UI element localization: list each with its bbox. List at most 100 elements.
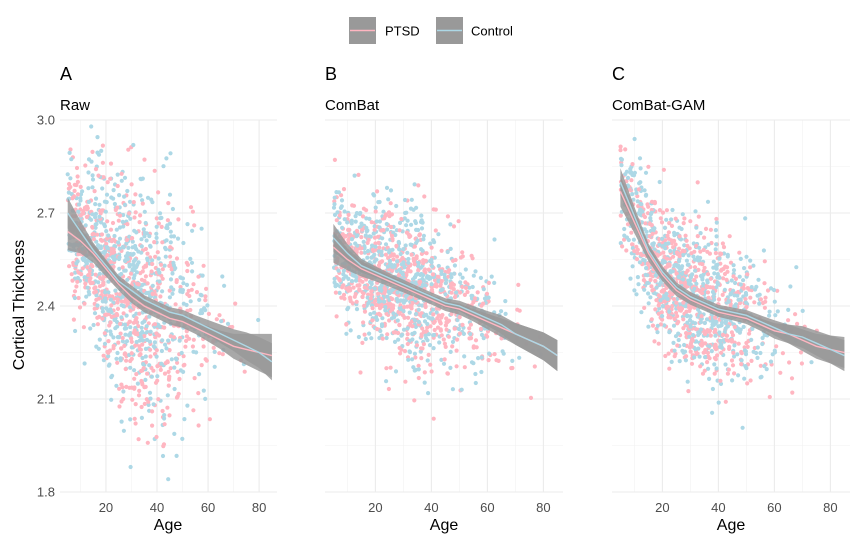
scatter-point-ptsd xyxy=(75,179,80,184)
scatter-point-ptsd xyxy=(650,288,655,293)
scatter-point-control xyxy=(378,299,383,304)
scatter-point-ptsd xyxy=(721,245,727,250)
scatter-point-ptsd xyxy=(72,182,77,187)
scatter-point-control xyxy=(163,247,168,252)
panel-c-grid xyxy=(612,119,850,493)
scatter-point-ptsd xyxy=(152,240,157,245)
scatter-point-ptsd xyxy=(111,343,116,349)
scatter-point-ptsd xyxy=(433,228,438,233)
scatter-point-ptsd xyxy=(97,275,102,280)
scatter-point-control xyxy=(436,263,441,269)
scatter-point-ptsd xyxy=(379,228,384,233)
scatter-point-ptsd xyxy=(758,297,764,302)
scatter-point-control xyxy=(448,246,453,251)
scatter-point-control xyxy=(768,359,774,364)
scatter-point-ptsd xyxy=(438,319,443,325)
scatter-point-ptsd xyxy=(667,366,672,371)
scatter-point-ptsd xyxy=(105,253,110,258)
scatter-point-ptsd xyxy=(408,321,413,326)
scatter-point-control xyxy=(346,276,351,281)
scatter-point-ptsd xyxy=(409,252,414,257)
scatter-point-ptsd xyxy=(532,364,537,369)
scatter-point-control xyxy=(148,243,153,248)
scatter-point-ptsd xyxy=(158,294,163,299)
scatter-point-control xyxy=(676,274,681,279)
scatter-point-ptsd xyxy=(84,214,89,220)
scatter-point-ptsd xyxy=(91,237,96,242)
scatter-point-ptsd xyxy=(703,341,708,346)
scatter-point-control xyxy=(683,358,689,363)
scatter-point-control xyxy=(710,289,716,295)
scatter-point-control xyxy=(358,210,363,216)
scatter-point-control xyxy=(710,386,716,392)
scatter-point-ptsd xyxy=(625,222,631,227)
scatter-point-control xyxy=(429,282,434,287)
scatter-point-ptsd xyxy=(720,332,726,337)
scatter-point-control xyxy=(157,279,162,284)
scatter-point-ptsd xyxy=(528,395,534,400)
scatter-point-ptsd xyxy=(397,228,402,233)
scatter-point-ptsd xyxy=(129,339,134,344)
scatter-point-ptsd xyxy=(787,360,792,365)
scatter-point-control xyxy=(429,257,434,262)
scatter-point-ptsd xyxy=(399,216,404,222)
scatter-point-ptsd xyxy=(703,226,709,231)
scatter-point-control xyxy=(78,196,83,201)
scatter-point-control xyxy=(364,225,369,230)
scatter-point-control xyxy=(492,237,497,242)
scatter-point-control xyxy=(114,356,119,361)
scatter-point-control xyxy=(676,337,681,343)
scatter-point-control xyxy=(448,349,453,354)
scatter-point-ptsd xyxy=(627,187,632,192)
scatter-point-control xyxy=(716,400,721,405)
scatter-point-ptsd xyxy=(439,279,444,284)
scatter-point-control xyxy=(172,365,177,370)
scatter-point-ptsd xyxy=(143,246,148,252)
scatter-point-control xyxy=(172,386,177,392)
scatter-point-control xyxy=(361,239,366,244)
scatter-point-control xyxy=(412,368,417,373)
scatter-point-control xyxy=(418,265,423,270)
scatter-point-control xyxy=(681,253,686,258)
scatter-point-ptsd xyxy=(635,251,640,256)
panel-a: A Raw 20 40 60 80 1.8 2.1 2.4 2.7 3.0 Age Cortic… xyxy=(11,64,277,534)
scatter-point-ptsd xyxy=(708,285,713,290)
scatter-point-control xyxy=(125,188,130,194)
x-tick-label: 80 xyxy=(536,500,550,515)
scatter-point-ptsd xyxy=(730,333,736,338)
scatter-point-control xyxy=(809,360,814,365)
scatter-point-control xyxy=(619,157,625,162)
scatter-point-ptsd xyxy=(108,320,113,325)
scatter-point-ptsd xyxy=(344,321,349,327)
scatter-point-control xyxy=(427,275,432,280)
scatter-point-control xyxy=(800,308,805,313)
scatter-point-control xyxy=(694,225,699,230)
scatter-point-ptsd xyxy=(647,234,652,239)
scatter-point-ptsd xyxy=(749,358,754,363)
scatter-point-ptsd xyxy=(694,274,699,279)
scatter-point-ptsd xyxy=(636,187,642,192)
scatter-point-control xyxy=(150,283,155,288)
scatter-point-ptsd xyxy=(647,221,652,227)
scatter-point-ptsd xyxy=(775,288,780,293)
scatter-point-ptsd xyxy=(720,241,726,246)
scatter-point-control xyxy=(392,315,397,320)
scatter-point-control xyxy=(469,293,474,298)
scatter-point-ptsd xyxy=(358,246,363,251)
scatter-point-control xyxy=(388,188,394,193)
scatter-point-ptsd xyxy=(145,371,150,376)
scatter-point-ptsd xyxy=(417,232,422,237)
scatter-point-control xyxy=(122,202,128,207)
scatter-point-control xyxy=(345,220,350,225)
scatter-point-control xyxy=(419,218,424,223)
scatter-point-ptsd xyxy=(85,265,90,270)
scatter-point-ptsd xyxy=(360,214,366,219)
scatter-point-ptsd xyxy=(72,194,77,199)
scatter-point-control xyxy=(740,425,745,430)
scatter-point-control xyxy=(143,354,148,359)
scatter-point-ptsd xyxy=(360,340,365,345)
scatter-point-ptsd xyxy=(738,300,743,306)
scatter-point-control xyxy=(128,365,133,370)
scatter-point-control xyxy=(103,296,108,301)
scatter-point-control xyxy=(685,379,690,384)
